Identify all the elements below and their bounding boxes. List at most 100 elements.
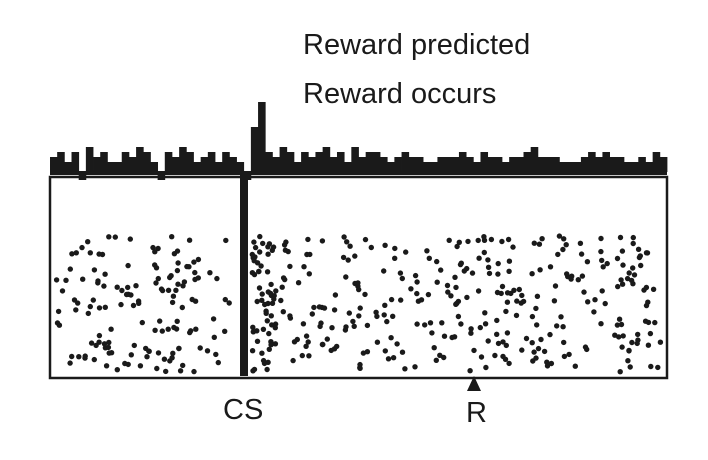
spike-dot xyxy=(569,273,575,279)
spike-dot xyxy=(188,328,194,334)
spike-dot xyxy=(506,268,512,274)
spike-dot xyxy=(618,321,625,328)
spike-dot xyxy=(579,273,586,279)
spike-dot xyxy=(318,320,324,326)
spike-dot xyxy=(357,305,363,311)
histogram-bar xyxy=(616,157,625,172)
spike-dot xyxy=(635,331,641,338)
histogram-bar xyxy=(293,162,302,172)
spike-dot xyxy=(502,356,509,362)
spike-dot xyxy=(655,364,661,371)
spike-dot xyxy=(626,348,632,354)
spike-dot xyxy=(441,333,448,339)
spike-dot xyxy=(643,302,650,309)
spike-dot xyxy=(368,244,374,251)
spike-dot xyxy=(625,358,631,364)
spike-dot xyxy=(602,300,608,307)
spike-dot xyxy=(260,240,266,247)
histogram-bar xyxy=(573,162,582,172)
spike-dot xyxy=(344,239,350,245)
spike-dot xyxy=(53,277,60,283)
spike-dot xyxy=(249,251,255,258)
spike-dot xyxy=(165,287,172,293)
histogram-bar xyxy=(85,147,94,172)
spike-dot xyxy=(373,309,379,315)
spike-dot xyxy=(504,330,511,336)
spike-dot xyxy=(482,321,489,327)
spike-dot xyxy=(157,318,163,324)
spike-dot xyxy=(652,319,658,326)
spike-dot xyxy=(425,291,432,298)
spike-dot xyxy=(503,342,509,349)
spike-dot xyxy=(290,357,296,364)
spike-dot xyxy=(616,316,623,322)
spike-dot xyxy=(114,284,120,290)
spike-dot xyxy=(485,338,491,344)
histogram-bar xyxy=(107,162,115,172)
histogram-bar xyxy=(559,162,567,172)
spike-dot xyxy=(319,341,326,348)
spike-dot xyxy=(612,332,618,338)
spike-dot xyxy=(177,368,184,374)
spike-dot xyxy=(531,349,537,355)
spike-dot xyxy=(125,284,131,291)
spike-dot xyxy=(56,322,63,328)
spike-dot xyxy=(128,292,134,298)
spike-dot xyxy=(67,266,74,272)
spike-dot xyxy=(555,251,561,258)
spike-dot xyxy=(468,330,474,336)
spike-dot xyxy=(91,267,98,273)
spike-dot xyxy=(533,305,539,312)
spike-dot xyxy=(556,233,563,239)
spike-dot xyxy=(311,304,317,311)
spike-dot xyxy=(103,363,110,369)
spike-dot xyxy=(159,328,165,334)
spike-dot xyxy=(85,310,92,317)
spike-dot xyxy=(305,339,311,345)
spike-dot xyxy=(362,236,369,243)
spike-dot xyxy=(300,321,307,327)
spike-dot xyxy=(173,287,179,293)
spike-dot xyxy=(249,270,256,276)
histogram-bar xyxy=(423,162,431,172)
spike-dot xyxy=(152,249,158,255)
spike-dot xyxy=(648,363,654,370)
spike-dot xyxy=(563,242,569,248)
spike-dot xyxy=(102,304,109,310)
spike-dot xyxy=(399,275,405,282)
spike-dot xyxy=(592,297,598,303)
histogram-bar xyxy=(430,162,438,172)
histogram-bar xyxy=(222,152,230,172)
spike-dot xyxy=(127,236,133,242)
spike-dot xyxy=(548,360,555,367)
spike-dot xyxy=(287,315,294,321)
spike-dot xyxy=(426,255,432,261)
spike-dot xyxy=(481,234,487,240)
spike-dot xyxy=(513,312,520,319)
histogram-bar xyxy=(358,157,367,172)
histogram-bar xyxy=(100,152,108,172)
spike-dot xyxy=(506,258,513,264)
spike-dot xyxy=(82,355,88,361)
spike-dot xyxy=(265,300,271,307)
spike-dot xyxy=(259,291,265,297)
spike-dot xyxy=(544,363,551,369)
peri-event-histogram xyxy=(50,102,668,180)
spike-dot xyxy=(130,302,137,309)
spike-dot xyxy=(458,260,464,266)
spike-dot xyxy=(79,244,85,251)
spike-dot xyxy=(180,362,186,369)
spike-dot xyxy=(251,258,257,264)
spike-dot xyxy=(620,333,626,339)
spike-dot xyxy=(285,248,291,255)
spike-dot xyxy=(500,339,506,345)
histogram-bar xyxy=(609,157,618,172)
reward-predicted-label: Reward predicted xyxy=(303,29,531,61)
spike-dot xyxy=(381,312,387,318)
spike-dot xyxy=(561,236,567,242)
spike-dot xyxy=(591,309,597,315)
histogram-bar xyxy=(351,147,359,172)
spike-dot xyxy=(530,358,536,364)
histogram-bar xyxy=(380,157,388,172)
histogram-bar xyxy=(128,157,137,172)
